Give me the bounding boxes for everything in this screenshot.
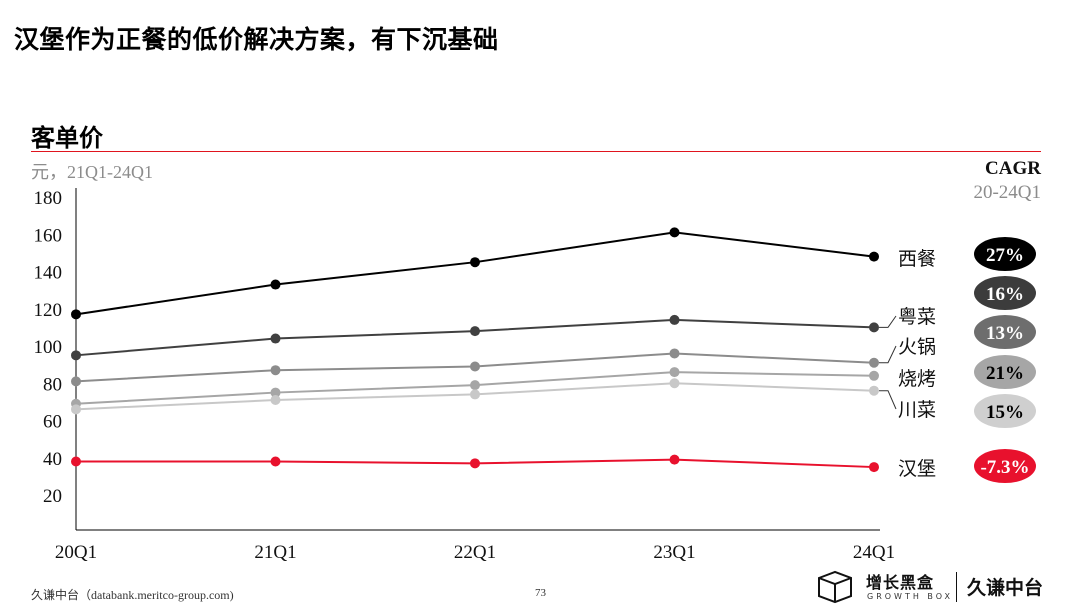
section-divider	[31, 151, 1041, 152]
footer-source: 久谦中台（databank.meritco-group.com)	[31, 588, 234, 602]
cagr-value: 13%	[986, 323, 1024, 344]
cagr-badges: 27% 16% 13% 21% 15% -7.3%	[974, 237, 1036, 483]
cagr-title: CAGR	[985, 158, 1041, 179]
data-point	[669, 348, 680, 359]
y-tick-label: 160	[34, 225, 63, 246]
logo-divider	[956, 572, 957, 602]
data-point	[470, 380, 480, 391]
data-point	[869, 322, 879, 333]
cagr-value: 27%	[986, 245, 1024, 266]
growth-box-logo-icon	[818, 570, 852, 604]
data-point	[869, 462, 879, 473]
label-leader-line	[879, 345, 897, 364]
cagr-badge	[974, 237, 1036, 271]
chart-axes: 20 40 60 80 100 120 140 160 180 20Q1 21Q1 22Q1 23Q1 2…	[34, 188, 895, 563]
chart-series-lines	[75, 231, 875, 469]
data-point	[669, 454, 680, 465]
data-point	[71, 404, 81, 415]
series-name-label: 火锅	[898, 336, 936, 358]
series-name-label: 汉堡	[898, 458, 936, 480]
y-tick-label: 180	[34, 188, 63, 209]
cagr-value: 15%	[986, 402, 1024, 423]
y-tick-label: 140	[34, 263, 63, 284]
data-point	[470, 326, 480, 337]
y-tick-label: 80	[43, 374, 62, 395]
y-tick-label: 20	[43, 486, 62, 507]
x-tick-label: 24Q1	[853, 542, 895, 563]
y-tick-label: 60	[43, 412, 62, 433]
data-point	[71, 456, 81, 467]
data-point	[669, 314, 680, 325]
data-point	[669, 367, 680, 378]
label-leader-line	[879, 315, 897, 328]
data-point	[71, 376, 81, 387]
x-tick-label: 20Q1	[55, 542, 97, 563]
y-tick-label: 40	[43, 449, 62, 470]
brand-logo-text: 久谦中台	[967, 577, 1044, 599]
cagr-badge	[974, 276, 1036, 310]
page-number: 73	[535, 587, 546, 599]
data-point	[669, 227, 680, 238]
series-line	[75, 231, 875, 316]
series-name-label: 川菜	[898, 399, 936, 421]
x-tick-label: 23Q1	[653, 542, 695, 563]
cagr-value: -7.3%	[980, 457, 1029, 478]
data-point	[470, 389, 480, 400]
logo-cn-text: 增长黑盒	[866, 573, 935, 592]
data-point	[71, 350, 81, 361]
x-tick-label: 22Q1	[454, 542, 496, 563]
cagr-value: 16%	[986, 284, 1024, 305]
chart-series-points	[71, 227, 879, 473]
data-point	[270, 456, 281, 467]
data-point	[869, 370, 879, 381]
y-tick-label: 120	[34, 300, 63, 321]
data-point	[270, 279, 281, 290]
section-title: 客单价	[31, 124, 103, 152]
unit-label: 元，21Q1-24Q1	[31, 162, 153, 182]
cagr-badge	[974, 355, 1036, 389]
logo-en-text: GROWTH BOX	[867, 592, 954, 601]
cagr-badge	[974, 449, 1036, 483]
cagr-badge	[974, 315, 1036, 349]
series-name-label: 粤菜	[898, 306, 936, 328]
cagr-subtitle: 20-24Q1	[973, 182, 1041, 203]
slide-title: 汉堡作为正餐的低价解决方案，有下沉基础	[14, 25, 499, 54]
label-leader-line	[879, 390, 897, 410]
series-line	[75, 318, 875, 357]
y-tick-label: 100	[34, 337, 63, 358]
x-tick-label: 21Q1	[254, 542, 296, 563]
data-point	[270, 365, 281, 376]
data-point	[71, 309, 81, 320]
series-name-label: 烧烤	[898, 368, 936, 390]
data-point	[470, 257, 480, 268]
cagr-badge	[974, 394, 1036, 428]
data-point	[270, 333, 281, 344]
data-point	[869, 357, 879, 368]
data-point	[270, 395, 281, 406]
data-point	[869, 251, 879, 262]
data-point	[470, 458, 480, 469]
data-point	[869, 385, 879, 396]
cagr-value: 21%	[986, 363, 1024, 384]
data-point	[470, 361, 480, 372]
data-point	[270, 387, 281, 398]
series-name-label: 西餐	[898, 248, 936, 270]
data-point	[669, 378, 680, 389]
